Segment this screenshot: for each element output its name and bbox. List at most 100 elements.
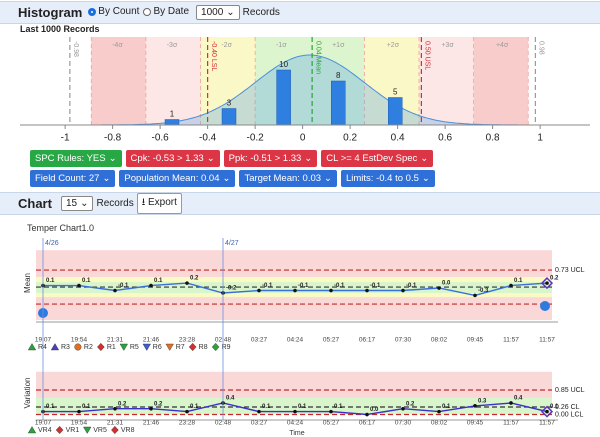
filter-button[interactable]: Field Count: 27 bbox=[30, 170, 116, 187]
limit-label: 0.73 UCL bbox=[555, 267, 585, 274]
value-label: 0.4 bbox=[226, 396, 235, 402]
bar-label: 10 bbox=[279, 60, 288, 69]
records-label: Records bbox=[242, 7, 280, 18]
filter-button[interactable]: SPC Rules: YES bbox=[30, 150, 122, 167]
value-label: 0.2 bbox=[154, 401, 163, 407]
section-title: Histogram bbox=[18, 5, 83, 20]
mode-label: By Count bbox=[98, 6, 140, 18]
limit-label: 0.00 LCL bbox=[555, 411, 584, 418]
x-tick-label: -1 bbox=[61, 133, 70, 144]
legend-label: R3 bbox=[61, 344, 70, 351]
value-label: 0.1 bbox=[514, 278, 523, 284]
x-tick-label: 09:45 bbox=[467, 420, 484, 427]
bar bbox=[331, 80, 346, 126]
value-label: 0.0 bbox=[442, 281, 451, 287]
x-tick-label: 07:30 bbox=[395, 337, 412, 344]
histogram-header: Histogram By Count By Date 1000 Records bbox=[0, 1, 600, 24]
current-marker bbox=[540, 277, 554, 290]
value-label: 0.1 bbox=[262, 404, 271, 410]
legend-icon bbox=[111, 425, 119, 435]
legend-label: R9 bbox=[222, 344, 231, 351]
value-label: -0.1 bbox=[334, 283, 345, 289]
data-point bbox=[473, 293, 477, 298]
data-point bbox=[365, 412, 369, 417]
x-tick-label: 05:27 bbox=[323, 337, 340, 344]
value-label: -0.3 bbox=[478, 288, 489, 294]
sigma-label: +4σ bbox=[496, 42, 509, 49]
filter-button[interactable]: Population Mean: 0.04 bbox=[119, 170, 236, 187]
export-label: Export bbox=[148, 197, 177, 208]
data-point bbox=[149, 406, 153, 411]
x-tick-label: 23:28 bbox=[179, 337, 196, 344]
x-tick-label: -0.2 bbox=[247, 133, 265, 144]
data-point bbox=[401, 288, 405, 293]
mode-radio[interactable]: By Date bbox=[143, 6, 189, 17]
spec-label: -0.40 LSL bbox=[210, 41, 217, 71]
bar-label: 3 bbox=[227, 99, 232, 108]
data-point bbox=[257, 288, 261, 293]
records-select[interactable]: 15 bbox=[60, 196, 94, 211]
x-tick-label: 11:57 bbox=[539, 337, 555, 344]
radio-circle bbox=[88, 7, 97, 16]
value-label: 0.1 bbox=[442, 404, 451, 410]
x-tick-label: 23:28 bbox=[179, 420, 196, 427]
mode-radio[interactable]: By Count bbox=[88, 6, 139, 17]
value-label: 0.2 bbox=[406, 401, 415, 407]
value-label: 0.2 bbox=[550, 276, 559, 282]
x-tick-label: -0.6 bbox=[152, 133, 170, 144]
x-tick-label: 11:57 bbox=[503, 420, 519, 427]
x-tick-label: 11:57 bbox=[503, 337, 519, 344]
legend-icon bbox=[97, 342, 105, 352]
bar bbox=[221, 108, 237, 126]
data-point bbox=[473, 404, 477, 408]
value-label: 0.0 bbox=[370, 407, 379, 413]
x-tick-label: 21:46 bbox=[143, 420, 160, 427]
x-tick-label: 0.4 bbox=[391, 133, 405, 144]
radio-circle bbox=[143, 7, 152, 16]
x-tick-label: 19:07 bbox=[35, 420, 52, 427]
x-tick-label: 0.6 bbox=[438, 133, 452, 144]
legend-label: R8 bbox=[199, 344, 208, 351]
filter-button[interactable]: Target Mean: 0.03 bbox=[239, 170, 337, 187]
x-tick-label: 1 bbox=[537, 133, 543, 144]
x-tick-label: 08:02 bbox=[431, 420, 448, 427]
filter-button[interactable]: Cpk: -0.53 > 1.33 bbox=[125, 150, 220, 167]
spec-label: 0.50 USL bbox=[424, 41, 431, 70]
legend-icon bbox=[188, 342, 197, 352]
legend-label: VR8 bbox=[121, 427, 135, 434]
value-label: 0.1 bbox=[46, 404, 55, 410]
records-select[interactable]: 1000 bbox=[196, 5, 240, 20]
bar bbox=[164, 119, 180, 126]
x-tick-label: 11:57 bbox=[539, 420, 555, 427]
data-point bbox=[365, 288, 369, 293]
mode-label: By Date bbox=[153, 6, 190, 18]
filter-button[interactable]: Limits: -0.4 to 0.5 bbox=[341, 170, 435, 187]
value-label: 0.1 bbox=[82, 278, 91, 284]
x-tick-label: -0.8 bbox=[104, 133, 122, 144]
value-label: -0.1 bbox=[118, 283, 129, 289]
data-point bbox=[293, 288, 297, 293]
data-point bbox=[149, 283, 153, 288]
sigma-band bbox=[145, 37, 201, 125]
legend-icon bbox=[142, 343, 151, 351]
value-label: -0.1 bbox=[262, 283, 273, 289]
data-point bbox=[401, 406, 405, 411]
x-tick-label: 02:48 bbox=[215, 420, 232, 427]
sigma-band bbox=[255, 37, 365, 125]
date-label: 4/27 bbox=[225, 240, 239, 247]
legend-icon bbox=[83, 426, 92, 434]
value-label: 0.4 bbox=[514, 396, 523, 402]
data-point bbox=[509, 401, 513, 405]
legend-label: R4 bbox=[38, 344, 47, 351]
filter-button[interactable]: Ppk: -0.51 > 1.33 bbox=[223, 150, 318, 167]
sigma-label: +3σ bbox=[441, 42, 454, 49]
x-tick-label: 03:27 bbox=[251, 420, 268, 427]
y-axis-label: Mean bbox=[23, 273, 32, 293]
export-button[interactable]: ⭳ Export bbox=[136, 193, 182, 214]
filter-button[interactable]: CL >= 4 EstDev Spec bbox=[321, 150, 434, 167]
histogram-title: Last 1000 Records bbox=[20, 24, 100, 34]
data-point bbox=[77, 409, 81, 414]
x-axis-title: Time bbox=[289, 430, 304, 437]
